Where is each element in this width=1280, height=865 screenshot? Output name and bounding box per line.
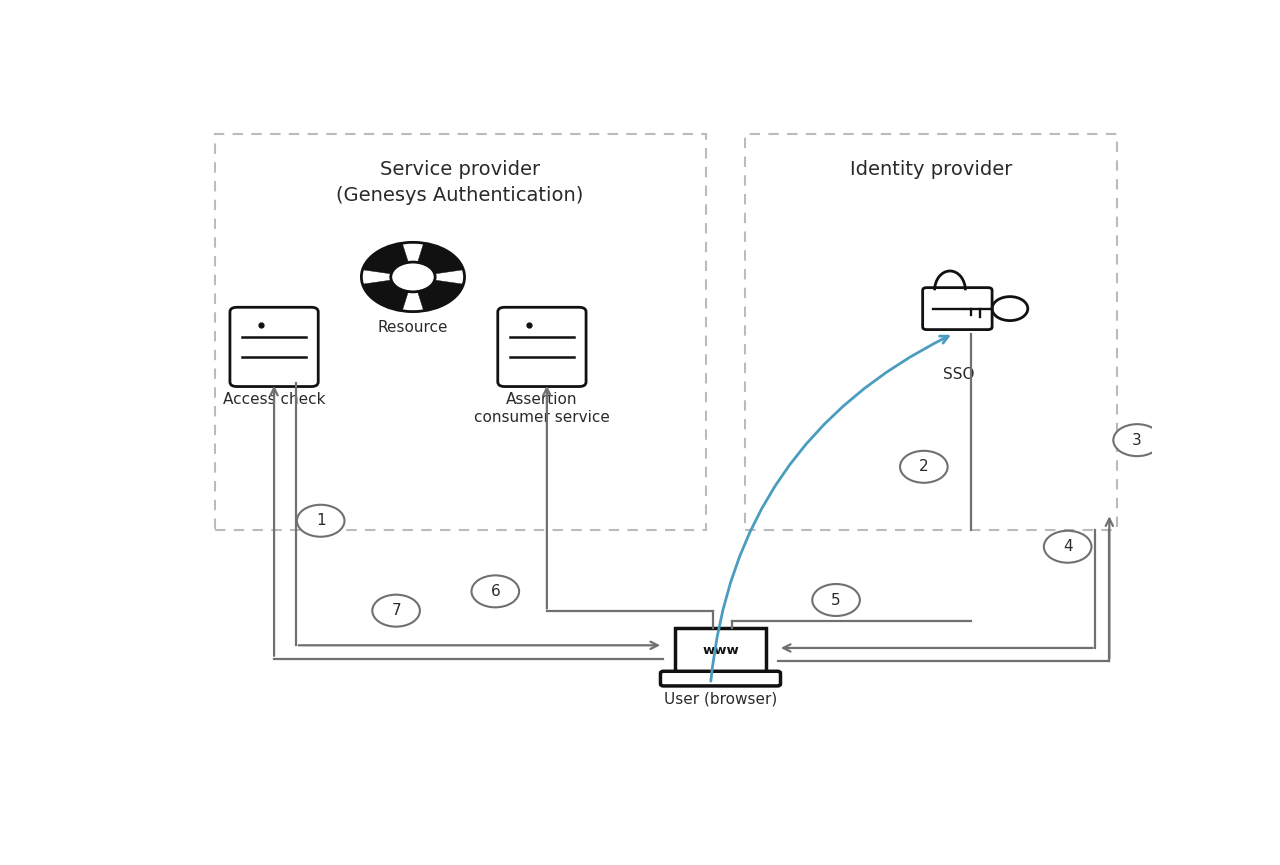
Polygon shape: [362, 280, 408, 311]
FancyBboxPatch shape: [660, 671, 781, 686]
Text: 6: 6: [490, 584, 500, 599]
Circle shape: [471, 575, 520, 607]
Text: 3: 3: [1133, 432, 1142, 448]
Text: Identity provider: Identity provider: [850, 160, 1012, 179]
Circle shape: [1044, 531, 1092, 563]
FancyBboxPatch shape: [498, 307, 586, 387]
Text: Service provider
(Genesys Authentication): Service provider (Genesys Authentication…: [337, 160, 584, 205]
Circle shape: [813, 584, 860, 616]
Text: Assertion
consumer service: Assertion consumer service: [474, 392, 609, 425]
Polygon shape: [417, 280, 463, 311]
Text: Resource: Resource: [378, 320, 448, 336]
Text: User (browser): User (browser): [664, 692, 777, 707]
Bar: [215, 134, 705, 530]
Text: 5: 5: [831, 593, 841, 607]
Circle shape: [372, 594, 420, 626]
Polygon shape: [417, 243, 463, 274]
Text: www: www: [703, 644, 739, 657]
Circle shape: [900, 451, 947, 483]
Text: 7: 7: [392, 603, 401, 618]
FancyBboxPatch shape: [923, 288, 992, 330]
Circle shape: [297, 505, 344, 536]
FancyBboxPatch shape: [230, 307, 319, 387]
Text: Access check: Access check: [223, 392, 325, 407]
Text: 1: 1: [316, 513, 325, 529]
FancyBboxPatch shape: [675, 628, 767, 673]
Bar: [745, 134, 1117, 530]
Text: SSO: SSO: [943, 367, 974, 381]
Text: 2: 2: [919, 459, 929, 474]
Polygon shape: [362, 243, 408, 274]
Text: 4: 4: [1062, 539, 1073, 554]
Circle shape: [1114, 424, 1161, 456]
